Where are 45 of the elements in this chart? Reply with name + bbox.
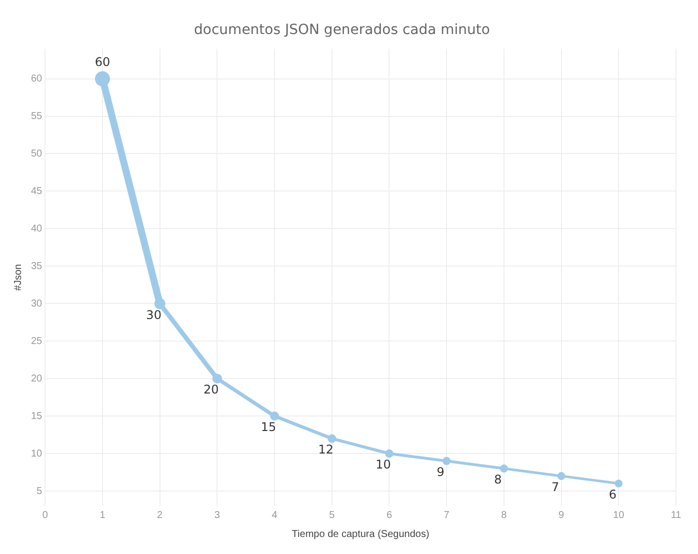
data-label: 7 — [551, 480, 560, 494]
y-tick-label: 40 — [31, 223, 43, 234]
point — [270, 412, 280, 421]
x-axis-title: Tiempo de captura (Segundos) — [292, 528, 430, 540]
point — [442, 456, 451, 466]
x-tick-label: 0 — [42, 510, 48, 521]
y-tick-label: 15 — [31, 410, 43, 422]
point — [328, 434, 336, 443]
point — [385, 449, 394, 458]
y-tick-label: 5 — [36, 486, 43, 497]
y-tick-label: 25 — [31, 336, 43, 347]
x-tick-label: 10 — [613, 510, 625, 521]
y-tick-label: 50 — [31, 148, 43, 160]
x-tick-label: 6 — [386, 510, 392, 521]
x-tick-label: 4 — [272, 510, 278, 521]
data-label: 12 — [318, 442, 334, 457]
y-tick-label: 55 — [31, 111, 43, 122]
point — [557, 472, 566, 480]
x-tick-label: 7 — [444, 510, 450, 521]
point — [614, 480, 623, 488]
y-tick-label: 20 — [31, 373, 43, 384]
y-tick-label: 35 — [31, 260, 43, 272]
y-tick-label: 60 — [31, 74, 43, 85]
x-tick-label: 5 — [329, 510, 336, 521]
data-label: 6 — [608, 488, 616, 502]
point — [212, 374, 222, 384]
y-tick-label: 45 — [31, 186, 43, 197]
x-tick-label: 2 — [157, 510, 164, 521]
data-label: 9 — [436, 465, 444, 480]
x-tick-label: 1 — [100, 510, 106, 521]
data-label: 30 — [146, 308, 162, 322]
x-tick-label: 9 — [558, 510, 565, 521]
data-label: 15 — [260, 420, 276, 434]
point — [500, 464, 508, 473]
x-tick-label: 8 — [501, 510, 508, 521]
data-label: 8 — [494, 472, 502, 487]
x-tick-label: 11 — [670, 510, 682, 521]
chart-title: documentos JSON generados cada minuto — [194, 22, 490, 38]
y-axis-title: #Json — [12, 264, 24, 291]
y-tick-label: 10 — [31, 448, 43, 460]
y-tick-label: 30 — [31, 298, 43, 310]
data-label: 20 — [204, 382, 219, 397]
data-label: 10 — [376, 458, 391, 472]
data-label: 60 — [94, 54, 110, 69]
x-tick-label: 3 — [214, 510, 220, 521]
